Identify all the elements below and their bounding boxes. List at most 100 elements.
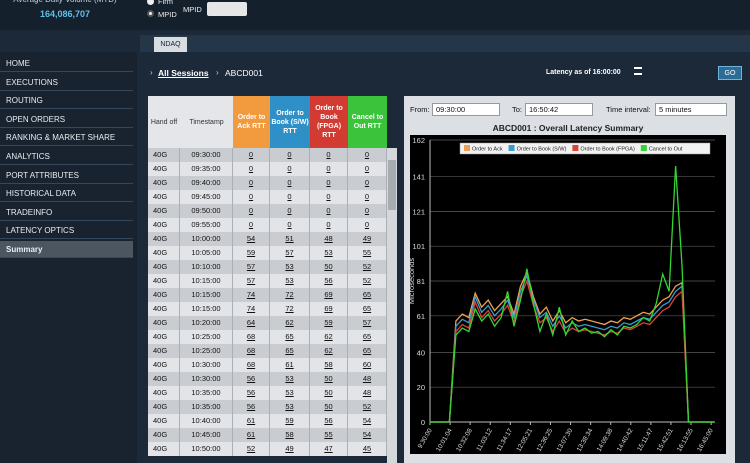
table-cell[interactable]: 0 <box>233 204 270 218</box>
table-cell[interactable]: 53 <box>310 246 348 260</box>
table-cell[interactable]: 48 <box>348 386 387 400</box>
table-cell[interactable]: 59 <box>233 246 270 260</box>
menu-item[interactable]: OPEN ORDERS <box>0 111 133 128</box>
table-cell[interactable]: 48 <box>310 232 348 246</box>
table-cell[interactable]: 0 <box>233 148 270 162</box>
table-cell[interactable]: 56 <box>310 414 348 428</box>
table-cell[interactable]: 0 <box>270 190 310 204</box>
table-cell[interactable]: 72 <box>270 288 310 302</box>
table-cell[interactable]: 61 <box>233 414 270 428</box>
table-cell[interactable]: 65 <box>348 302 387 316</box>
table-cell[interactable]: 0 <box>270 162 310 176</box>
table-cell[interactable]: 0 <box>270 148 310 162</box>
table-cell[interactable]: 58 <box>310 358 348 372</box>
go-button[interactable]: GO <box>718 66 742 80</box>
table-cell[interactable]: 48 <box>348 372 387 386</box>
table-cell[interactable]: 68 <box>233 344 270 358</box>
table-cell[interactable]: 65 <box>348 330 387 344</box>
table-cell[interactable]: 68 <box>233 358 270 372</box>
table-cell[interactable]: 50 <box>310 260 348 274</box>
table-cell[interactable]: 74 <box>233 302 270 316</box>
table-cell[interactable]: 53 <box>270 260 310 274</box>
table-cell[interactable]: 55 <box>310 428 348 442</box>
table-cell[interactable]: 0 <box>348 148 387 162</box>
table-cell[interactable]: 59 <box>310 316 348 330</box>
table-cell[interactable]: 0 <box>348 218 387 232</box>
table-cell[interactable]: 52 <box>348 260 387 274</box>
to-input[interactable]: 16:50:42 <box>525 103 593 116</box>
table-cell[interactable]: 47 <box>310 442 348 456</box>
table-cell[interactable]: 57 <box>233 274 270 288</box>
table-cell[interactable]: 0 <box>310 148 348 162</box>
table-cell[interactable]: 0 <box>270 218 310 232</box>
table-cell[interactable]: 0 <box>270 204 310 218</box>
menu-item[interactable]: Summary <box>0 241 133 258</box>
table-cell[interactable]: 53 <box>270 372 310 386</box>
table-cell[interactable]: 0 <box>310 190 348 204</box>
table-cell[interactable]: 0 <box>348 176 387 190</box>
table-cell[interactable]: 50 <box>310 400 348 414</box>
table-cell[interactable]: 54 <box>233 232 270 246</box>
table-cell[interactable]: 62 <box>310 330 348 344</box>
table-cell[interactable]: 52 <box>348 274 387 288</box>
radio-mpid[interactable] <box>147 10 154 17</box>
table-cell[interactable]: 56 <box>233 400 270 414</box>
from-input[interactable]: 09:30:00 <box>432 103 500 116</box>
table-cell[interactable]: 49 <box>348 232 387 246</box>
table-cell[interactable]: 61 <box>270 358 310 372</box>
table-cell[interactable]: 0 <box>348 204 387 218</box>
menu-item[interactable]: TRADEINFO <box>0 204 133 221</box>
table-cell[interactable]: 54 <box>348 428 387 442</box>
table-cell[interactable]: 56 <box>310 274 348 288</box>
table-cell[interactable]: 51 <box>270 232 310 246</box>
table-cell[interactable]: 0 <box>233 162 270 176</box>
table-cell[interactable]: 60 <box>348 358 387 372</box>
table-cell[interactable]: 50 <box>310 372 348 386</box>
table-cell[interactable]: 69 <box>310 288 348 302</box>
menu-item[interactable]: ANALYTICS <box>0 148 133 165</box>
table-cell[interactable]: 0 <box>348 162 387 176</box>
breadcrumb-link[interactable]: All Sessions <box>158 68 209 78</box>
radio-firm[interactable] <box>147 0 154 5</box>
menu-item[interactable]: PORT ATTRIBUTES <box>0 167 133 184</box>
menu-item[interactable]: LATENCY OPTICS <box>0 222 133 240</box>
menu-item[interactable]: EXECUTIONS <box>0 74 133 91</box>
mpid-input[interactable] <box>207 2 247 16</box>
table-cell[interactable]: 61 <box>233 428 270 442</box>
menu-item[interactable]: RANKING & MARKET SHARE <box>0 129 133 147</box>
table-cell[interactable]: 62 <box>270 316 310 330</box>
table-cell[interactable]: 0 <box>310 176 348 190</box>
table-cell[interactable]: 0 <box>270 176 310 190</box>
table-cell[interactable]: 54 <box>348 414 387 428</box>
table-cell[interactable]: 68 <box>233 330 270 344</box>
table-cell[interactable]: 0 <box>233 176 270 190</box>
table-cell[interactable]: 65 <box>348 344 387 358</box>
table-cell[interactable]: 72 <box>270 302 310 316</box>
table-cell[interactable]: 53 <box>270 274 310 288</box>
table-cell[interactable]: 50 <box>310 386 348 400</box>
table-cell[interactable]: 55 <box>348 246 387 260</box>
table-cell[interactable]: 58 <box>270 428 310 442</box>
table-cell[interactable]: 0 <box>348 190 387 204</box>
table-cell[interactable]: 62 <box>310 344 348 358</box>
table-cell[interactable]: 69 <box>310 302 348 316</box>
table-cell[interactable]: 53 <box>270 386 310 400</box>
menu-item[interactable]: HOME <box>0 55 133 72</box>
table-cell[interactable]: 65 <box>270 330 310 344</box>
table-cell[interactable]: 0 <box>310 162 348 176</box>
table-cell[interactable]: 56 <box>233 386 270 400</box>
table-cell[interactable]: 52 <box>348 400 387 414</box>
table-cell[interactable]: 53 <box>270 400 310 414</box>
menu-item[interactable]: HISTORICAL DATA <box>0 185 133 203</box>
tab[interactable]: NDAQ <box>154 37 187 52</box>
table-cell[interactable]: 57 <box>348 316 387 330</box>
table-cell[interactable]: 65 <box>270 344 310 358</box>
table-cell[interactable]: 56 <box>233 372 270 386</box>
table-cell[interactable]: 59 <box>270 414 310 428</box>
table-cell[interactable]: 49 <box>270 442 310 456</box>
menu-item[interactable]: ROUTING <box>0 92 133 110</box>
table-cell[interactable]: 57 <box>233 260 270 274</box>
table-cell[interactable]: 57 <box>270 246 310 260</box>
table-cell[interactable]: 52 <box>233 442 270 456</box>
table-cell[interactable]: 45 <box>348 442 387 456</box>
